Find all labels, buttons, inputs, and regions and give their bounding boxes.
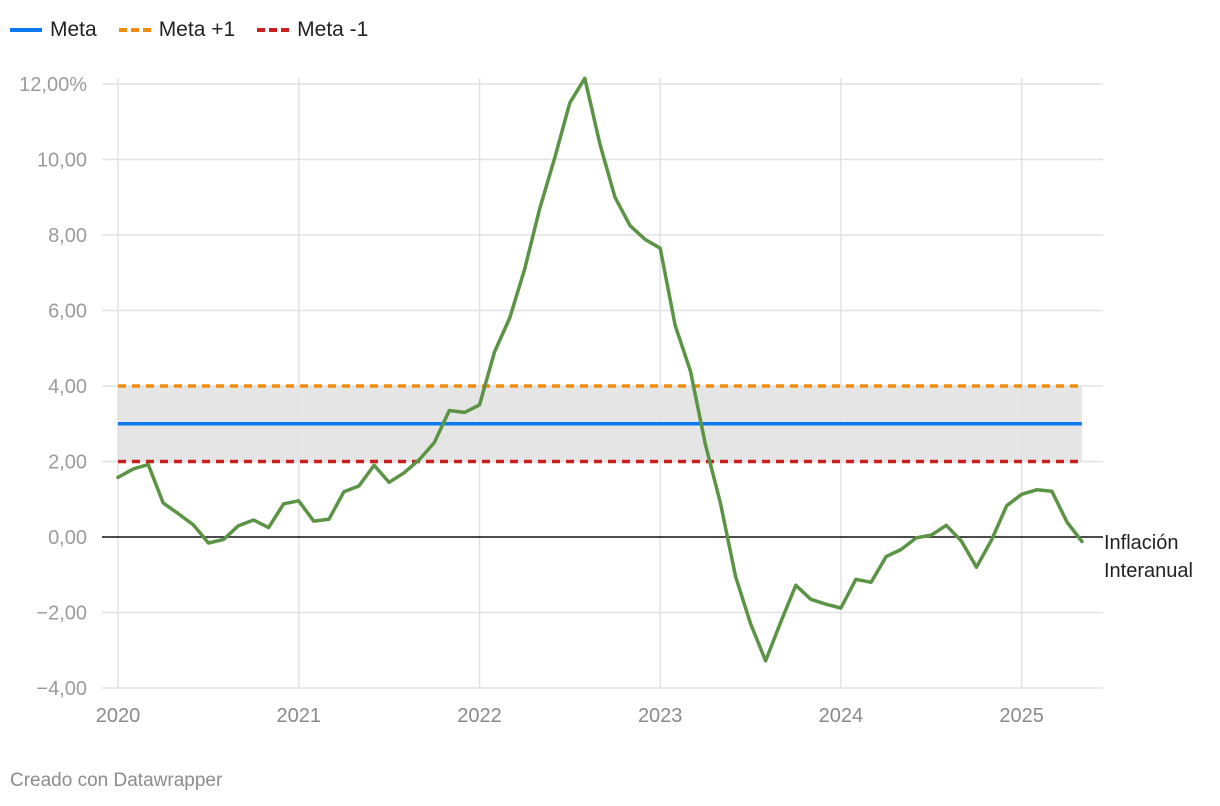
y-tick-label: 2,00 bbox=[48, 452, 87, 474]
gridlines bbox=[102, 78, 1103, 689]
series-line bbox=[116, 76, 1084, 663]
legend: Meta Meta +1 Meta -1 bbox=[10, 14, 390, 46]
series-layer bbox=[116, 76, 1084, 663]
y-tick-label: −2,00 bbox=[36, 603, 87, 625]
legend-item-0: Meta bbox=[10, 18, 97, 42]
x-tick-label: 2024 bbox=[819, 705, 864, 727]
x-axis-ticks: 2020 2021 2022 2023 2024 2025 bbox=[96, 705, 1044, 727]
x-tick-label: 2021 bbox=[276, 705, 321, 727]
x-tick-label: 2020 bbox=[96, 705, 141, 727]
x-tick-label: 2023 bbox=[638, 705, 683, 727]
series-labels: Inflación Interanual bbox=[1104, 532, 1193, 582]
legend-label: Meta -1 bbox=[297, 18, 369, 41]
legend-label: Meta +1 bbox=[158, 18, 236, 41]
y-axis-ticks: 12,00% 10,00 8,00 6,00 4,00 2,00 0,00 −2,00 −4,0… bbox=[19, 74, 87, 700]
legend-item-1: Meta +1 bbox=[118, 18, 236, 42]
y-tick-label: 4,00 bbox=[48, 376, 87, 398]
x-tick-label: 2025 bbox=[999, 705, 1044, 727]
series-end-label: Interanual bbox=[1104, 560, 1193, 582]
y-tick-label: 12,00% bbox=[19, 74, 87, 96]
legend-swatch bbox=[118, 28, 151, 32]
x-tick-label: 2022 bbox=[457, 705, 502, 727]
y-tick-label: 10,00 bbox=[37, 150, 87, 172]
legend-swatch bbox=[257, 28, 290, 32]
y-tick-label: 0,00 bbox=[48, 527, 87, 549]
y-tick-label: 8,00 bbox=[48, 225, 87, 247]
series-end-label: Inflación bbox=[1104, 532, 1179, 554]
legend-label: Meta bbox=[50, 18, 97, 41]
y-tick-label: 6,00 bbox=[48, 301, 87, 323]
reference-lines bbox=[118, 384, 1082, 464]
legend-swatch bbox=[10, 28, 42, 32]
credit-footer: Creado con Datawrapper bbox=[10, 770, 223, 791]
y-tick-label: −4,00 bbox=[36, 678, 87, 700]
legend-item-2: Meta -1 bbox=[257, 18, 368, 42]
